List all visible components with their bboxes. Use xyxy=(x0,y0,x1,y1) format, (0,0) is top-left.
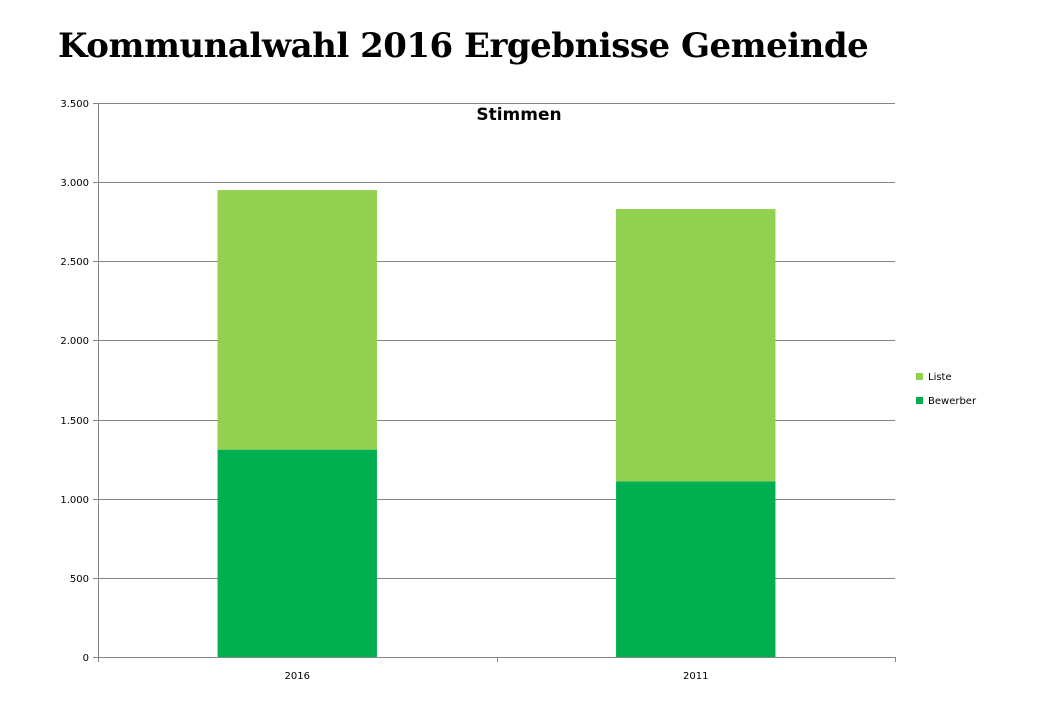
bar-bewerber-2011 xyxy=(616,481,776,657)
y-tick-label: 2.500 xyxy=(60,257,89,268)
chart-title: Stimmen xyxy=(476,105,561,125)
axes: 0 500 1.000 1.500 2.000 2.500 3.000 3.500 2016 20… xyxy=(60,99,896,682)
page-title: Kommunalwahl 2016 Ergebnisse Gemeinde xyxy=(58,26,869,66)
legend: Liste Bewerber xyxy=(916,372,977,407)
legend-swatch-liste xyxy=(916,373,923,380)
y-tick-label: 500 xyxy=(70,574,89,585)
y-tick-label: 3.500 xyxy=(60,99,89,110)
y-tick-label: 1.000 xyxy=(60,495,89,506)
bar-liste-2011 xyxy=(616,209,776,482)
bars xyxy=(217,190,776,657)
y-tick-label: 1.500 xyxy=(60,416,89,427)
y-tick-label: 2.000 xyxy=(60,336,89,347)
legend-label-bewerber: Bewerber xyxy=(928,396,977,407)
x-tick-label: 2011 xyxy=(683,671,708,682)
x-tick-label: 2016 xyxy=(285,671,310,682)
y-tick-label: 0 xyxy=(83,653,89,664)
legend-label-liste: Liste xyxy=(928,372,952,383)
bar-bewerber-2016 xyxy=(217,449,377,657)
y-tick-label: 3.000 xyxy=(60,178,89,189)
bar-liste-2016 xyxy=(217,190,377,450)
legend-swatch-bewerber xyxy=(916,397,923,404)
